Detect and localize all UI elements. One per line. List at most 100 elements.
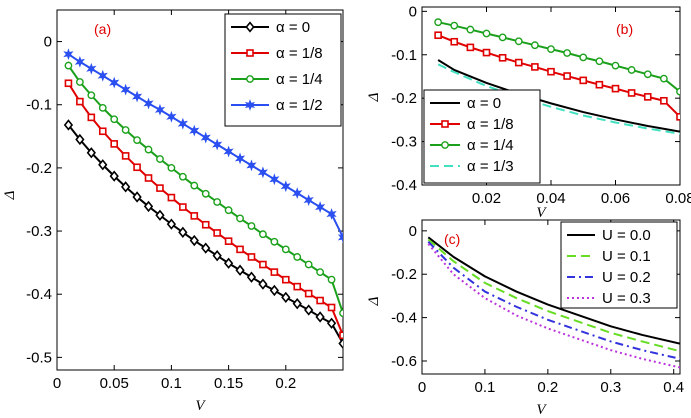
data-point [178,226,188,238]
data-point [659,74,668,83]
data-point [86,147,96,159]
data-point [76,97,84,106]
y-tick-label: -0.5 [26,349,52,366]
data-point [224,206,233,215]
data-point [281,245,290,254]
data-point [144,145,153,154]
legend-label: α = 1/3 [467,158,514,175]
x-tick-label: 0.04 [536,190,565,207]
data-point [514,37,523,46]
y-tick-label: 0 [409,223,417,240]
x-tick-label: 0.3 [600,379,621,396]
data-point [143,97,154,110]
data-point [643,93,652,101]
axes-frame [56,9,344,371]
series-line-1 [437,59,680,133]
data-point [434,31,442,40]
data-point [234,152,246,165]
axes-frame [421,219,681,375]
data-point [121,126,130,134]
x-tick-label: 0 [53,375,61,392]
data-point [315,201,326,213]
legend-label: U = 0.0 [602,227,651,244]
data-point [63,119,74,131]
data-point [595,80,604,89]
data-point [110,115,119,124]
data-point [434,18,443,27]
data-point [131,90,143,103]
panel-label: (b) [616,21,633,37]
series-line-2 [427,238,680,353]
y-axis-label: Δ [366,296,382,306]
data-point [304,289,313,298]
series-line-1 [427,236,680,345]
data-point [189,234,199,247]
x-tick-label: 0.1 [474,379,495,396]
x-tick-label: 0.1 [161,375,182,392]
legend-marker [244,99,256,111]
data-point [75,133,85,146]
data-point [121,181,131,193]
data-point [293,282,302,291]
x-tick-label: 0.15 [214,375,243,392]
data-point [63,48,74,61]
x-axis-label: V [536,402,547,418]
y-tick-label: -0.4 [26,286,52,303]
data-point [611,61,620,70]
x-tick-label: 0.05 [100,375,129,392]
data-point [144,174,153,182]
data-point [270,268,279,276]
data-point [98,127,107,136]
series-line-1 [67,124,343,344]
legend-label: U = 0.3 [602,290,651,307]
data-point [450,21,459,30]
data-point [143,200,154,213]
data-point [212,250,222,262]
data-point [627,89,636,97]
y-tick-label: -0.2 [391,266,417,283]
data-point [611,84,620,93]
x-tick-label: 0.4 [663,379,684,396]
data-point [304,260,313,269]
data-point [292,298,302,310]
series-line-3 [427,240,680,360]
data-point [236,214,244,223]
panel-c: 0 0.1 0.2 0.3 0.4 0 -0.2 -0.4 -0.6 V Δ U = 0.0 U = 0… [366,219,684,418]
data-point [482,29,491,38]
data-point [498,53,507,62]
data-point [75,78,84,86]
legend-label: α = 0 [276,19,310,36]
data-point [223,145,234,158]
data-point [154,103,166,116]
data-point [595,57,604,66]
data-point [327,275,336,284]
data-point [280,180,291,193]
data-point [166,218,177,230]
data-point [339,331,343,340]
data-point [326,317,337,329]
data-point [304,304,314,316]
data-point [259,260,267,269]
series-line-4 [437,63,680,135]
data-point [247,222,256,230]
data-point [223,257,234,269]
data-point [235,264,245,276]
legend-label: U = 0.2 [602,269,651,286]
data-point [190,181,199,190]
data-point [257,166,269,179]
data-point [97,69,108,82]
legend-label: α = 1/8 [276,45,323,62]
data-point [281,275,290,284]
legend-box [224,13,342,127]
data-point [201,242,211,254]
data-point [269,173,280,186]
y-tick-label: -0.6 [391,353,417,370]
legend-label: α = 1/4 [467,137,514,154]
data-point [315,311,325,323]
legend-box [560,221,678,309]
data-point [547,67,555,76]
data-point [201,189,210,198]
data-point [246,159,257,172]
series-line-2 [437,34,680,118]
data-point [109,76,120,89]
